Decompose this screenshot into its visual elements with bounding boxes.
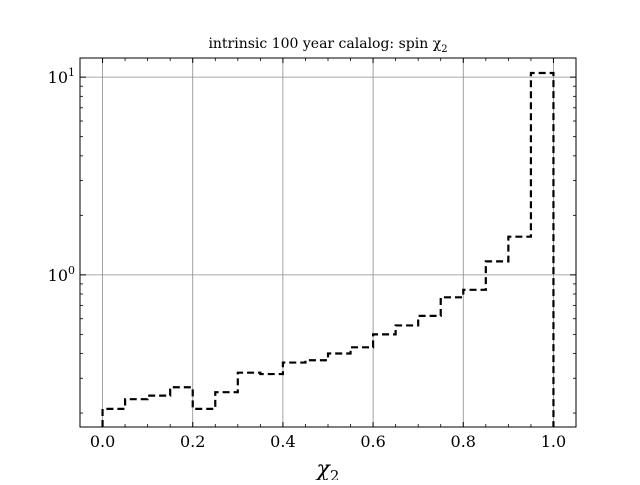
axis-ticks: 0.0 0.2 0.4 0.6 0.8 1.0 100 101: [48, 58, 576, 451]
x-tick-label: 0.4: [270, 432, 295, 451]
x-tick-label: 1.0: [541, 432, 566, 451]
histogram-bin: [283, 363, 306, 427]
histogram-bin: [170, 387, 193, 427]
chart-title: intrinsic 100 year calalog: spin χ2: [208, 36, 447, 55]
x-tick-label: 0.0: [90, 432, 115, 451]
histogram-bin: [508, 237, 531, 427]
x-axis-label: χ2: [315, 457, 340, 480]
x-tick-label: 0.8: [451, 432, 476, 451]
histogram-bin: [418, 316, 441, 427]
histogram-bin: [396, 325, 419, 427]
histogram-bin: [103, 409, 126, 427]
histogram-bin: [148, 396, 171, 427]
histogram-bin: [328, 354, 351, 427]
histogram-bin: [373, 334, 396, 427]
histogram-bin: [531, 73, 554, 427]
histogram-bin: [193, 409, 216, 427]
histogram-series: [101, 71, 555, 427]
histogram-bin: [486, 261, 509, 427]
y-tick-label: 100: [48, 264, 75, 285]
histogram-bin: [463, 290, 486, 427]
histogram-bin: [125, 399, 148, 427]
histogram-bin: [238, 373, 261, 427]
histogram-bin: [441, 297, 464, 427]
x-tick-label: 0.2: [180, 432, 205, 451]
histogram-step-line: [101, 71, 555, 427]
x-tick-label: 0.6: [360, 432, 385, 451]
histogram-bin: [260, 374, 283, 427]
histogram-bin: [351, 347, 374, 427]
histogram-bin: [215, 392, 238, 427]
histogram-bin: [305, 360, 328, 427]
y-tick-label: 101: [48, 66, 75, 87]
